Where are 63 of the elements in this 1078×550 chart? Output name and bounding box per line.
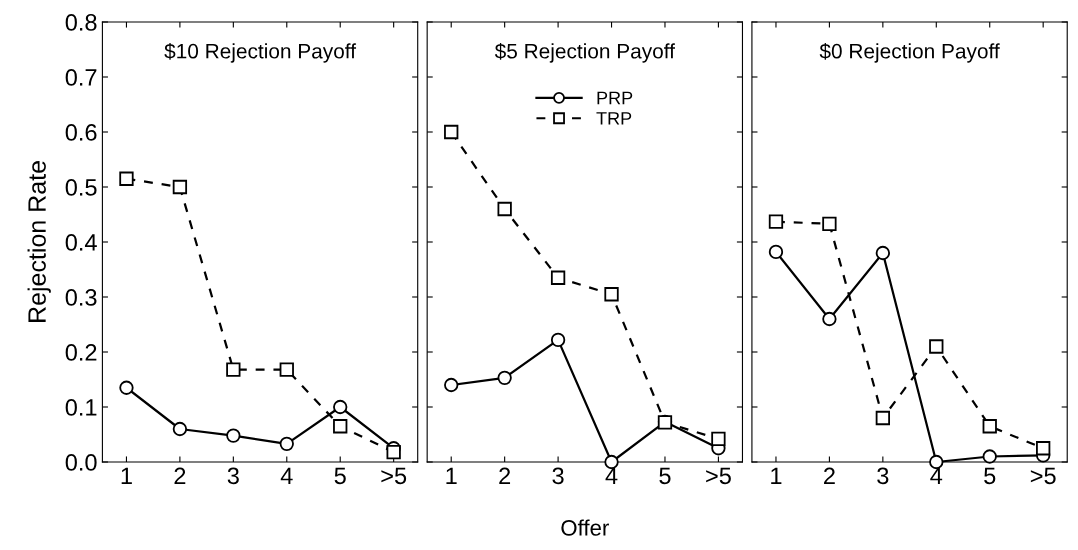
- point: [172, 179, 188, 195]
- point: [604, 287, 619, 302]
- x-tick-label: 4: [280, 467, 293, 484]
- point: [226, 428, 241, 443]
- x-tick-label: 1: [121, 467, 132, 484]
- x-tick-label: >5: [1030, 467, 1056, 485]
- point: [333, 419, 348, 434]
- point: [279, 436, 294, 452]
- y-tick-label: 0.3: [65, 289, 97, 306]
- x-tick-label: 4: [605, 467, 618, 484]
- x-tick-label: >5: [381, 467, 407, 485]
- x-axis-title: Offer: [561, 519, 609, 536]
- x-tick-label: 1: [771, 467, 782, 484]
- y-tick-label: 0.4: [65, 234, 97, 251]
- x-tick-label: 5: [984, 467, 996, 485]
- point: [822, 216, 837, 232]
- point: [550, 332, 566, 348]
- point: [172, 421, 188, 437]
- text: $0 Rejection Payoff: [819, 42, 1000, 63]
- x-tick-label: 5: [334, 467, 346, 485]
- text: $5 Rejection Payoff: [494, 42, 675, 63]
- point: [226, 362, 241, 377]
- x-tick-label: 1: [446, 467, 457, 484]
- x-tick-label: 2: [499, 467, 511, 484]
- y-axis-title: Rejection Rate: [27, 161, 51, 322]
- y-tick-label: 0.2: [65, 344, 97, 361]
- point: [822, 311, 837, 327]
- x-tick-label: 2: [174, 467, 186, 484]
- point: [982, 419, 997, 434]
- point: [119, 171, 134, 186]
- point: [875, 245, 891, 261]
- point: [333, 399, 348, 415]
- point: [1036, 441, 1051, 456]
- point: [279, 362, 294, 377]
- point: [768, 214, 784, 229]
- x-tick-label: 3: [227, 467, 239, 485]
- point: [711, 431, 726, 447]
- x-tick-label: 3: [877, 467, 889, 485]
- point: [444, 124, 459, 140]
- x-tick-label: >5: [706, 467, 731, 485]
- x-tick-label: 5: [659, 467, 671, 485]
- point: [386, 444, 401, 460]
- legend-label: TRP: [596, 112, 632, 125]
- legend-label: PRP: [597, 91, 633, 105]
- point: [768, 244, 784, 260]
- x-tick-label: 4: [930, 467, 943, 484]
- point: [875, 410, 891, 426]
- y-tick-label: 0.5: [65, 179, 97, 196]
- text: $10 Rejection Payoff: [164, 42, 357, 63]
- y-tick-label: 0.7: [65, 69, 97, 86]
- point: [497, 370, 512, 386]
- y-tick-label: 0.0: [65, 454, 97, 471]
- point: [497, 201, 512, 217]
- point: [929, 339, 944, 354]
- x-tick-label: 2: [824, 467, 835, 484]
- y-tick-label: 0.6: [65, 124, 97, 141]
- point: [444, 377, 459, 393]
- point: [982, 449, 997, 464]
- y-tick-label: 0.8: [65, 14, 97, 31]
- point: [550, 270, 566, 285]
- x-tick-label: 3: [552, 467, 564, 485]
- y-tick-label: 0.1: [65, 399, 97, 416]
- point: [119, 380, 134, 395]
